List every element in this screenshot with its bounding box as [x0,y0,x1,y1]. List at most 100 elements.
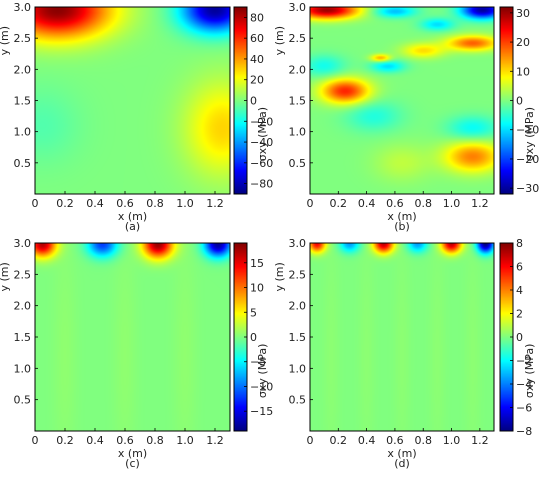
colorbar-tick-label: −20 [516,153,539,166]
y-tick-label: 2.5 [14,32,32,45]
x-tick-label: 0 [307,197,314,210]
colorbar-tick-label: −8 [516,425,532,438]
colorbar-tick-label: −30 [516,182,539,195]
colorbar-tick-label: 0 [250,95,257,108]
colorbar-tick-label: 0 [250,331,257,344]
x-axis-label: x (m) [387,210,416,223]
colorbar-tick-label: −10 [516,124,539,137]
x-tick-label: 1.0 [176,434,194,447]
colorbar-tick-label: −80 [250,178,273,191]
panel-1: 0 0.2 0.4 0.6 0.8 1.0 1.2 0.5 1.0 1.5 2.0 2.5 3.0 x (… [0,1,273,233]
colorbar [500,7,513,194]
y-tick-label: 2.0 [14,63,32,76]
heatmap-field [310,7,494,194]
y-tick-label: 1.0 [289,126,307,139]
x-tick-label: 1.2 [206,197,224,210]
colorbar-label: σxy (MPa) [523,344,536,398]
panel-3: 0 0.2 0.4 0.6 0.8 1.0 1.2 0.5 1.0 1.5 2.0 2.5 3.0 x (… [0,237,273,470]
panel-caption: (b) [394,220,410,233]
y-axis-label: y (m) [0,26,11,55]
x-tick-label: 0.4 [86,434,104,447]
x-tick-label: 0.6 [386,434,404,447]
colorbar-tick-label: −60 [250,157,273,170]
x-tick-label: 1.0 [443,197,461,210]
y-axis-label: y (m) [273,262,286,291]
colorbar-tick-label: 2 [516,308,523,321]
colorbar-tick-label: 80 [250,11,264,24]
colorbar-tick-label: 10 [516,65,530,78]
x-tick-label: 0 [32,434,39,447]
colorbar-label: σxy (MPa) [256,344,269,398]
x-tick-label: 0.8 [146,197,164,210]
x-tick-label: 1.2 [206,434,224,447]
y-tick-label: 0.5 [14,394,32,407]
colorbar [234,243,247,431]
colorbar-tick-label: 5 [250,306,257,319]
x-tick-label: 0.6 [386,197,404,210]
heatmap-field [310,243,494,431]
panel-caption: (c) [125,457,140,470]
colorbar-tick-label: −15 [250,405,273,418]
y-tick-label: 2.5 [289,32,307,45]
x-tick-label: 0.4 [358,434,376,447]
colorbar-tick-label: −20 [250,115,273,128]
colorbar [234,7,247,194]
panel-caption: (a) [125,220,140,233]
x-tick-label: 0 [32,197,39,210]
colorbar-tick-label: 30 [516,7,530,20]
colorbar-tick-label: 4 [516,284,523,297]
y-axis-label: y (m) [273,26,286,55]
panel-caption: (d) [394,457,410,470]
colorbar-tick-label: 6 [516,261,523,274]
colorbar-tick-label: 20 [516,36,530,49]
x-tick-label: 0.4 [358,197,376,210]
x-tick-label: 0.2 [56,434,74,447]
colorbar-tick-label: −4 [516,378,532,391]
y-tick-label: 3.0 [289,1,307,14]
y-tick-label: 0.5 [289,394,307,407]
x-tick-label: 0.2 [330,434,348,447]
colorbar-tick-label: 15 [250,257,264,270]
y-tick-label: 3.0 [289,237,307,250]
x-tick-label: 1.0 [176,197,194,210]
x-tick-label: 1.0 [443,434,461,447]
x-axis-label: x (m) [118,447,147,460]
x-tick-label: 0.6 [116,197,134,210]
x-tick-label: 0.2 [330,197,348,210]
x-tick-label: 1.2 [471,197,489,210]
y-tick-label: 0.5 [289,157,307,170]
colorbar-tick-label: 40 [250,53,264,66]
y-tick-label: 3.0 [14,1,32,14]
y-axis-label: y (m) [0,262,11,291]
y-tick-label: 1.0 [289,362,307,375]
y-tick-label: 1.5 [14,331,32,344]
y-tick-label: 2.5 [289,268,307,281]
colorbar-tick-label: 60 [250,32,264,45]
colorbar-label: σxy (MPa) [523,107,536,161]
colorbar-tick-label: 8 [516,237,523,250]
y-tick-label: 1.0 [14,126,32,139]
x-tick-label: 1.2 [471,434,489,447]
x-axis-label: x (m) [118,210,147,223]
colorbar [500,243,513,431]
heatmap-field [35,7,230,194]
colorbar-tick-label: 0 [516,331,523,344]
colorbar-tick-label: 20 [250,74,264,87]
y-tick-label: 2.0 [14,300,32,313]
x-tick-label: 0.4 [86,197,104,210]
colorbar-tick-label: −6 [516,402,532,415]
x-tick-label: 0.2 [56,197,74,210]
colorbar-tick-label: 0 [516,95,523,108]
y-tick-label: 1.5 [289,331,307,344]
heatmap-field [35,243,230,431]
y-tick-label: 2.0 [289,300,307,313]
x-tick-label: 0.8 [146,434,164,447]
panel-2: 0 0.2 0.4 0.6 0.8 1.0 1.2 0.5 1.0 1.5 2.0 2.5 3.0 x (… [273,1,539,233]
colorbar-tick-label: −10 [250,380,273,393]
x-tick-label: 0.8 [414,197,432,210]
colorbar-tick-label: 10 [250,282,264,295]
x-tick-label: 0.6 [116,434,134,447]
colorbar-label: σxy (MPa) [256,107,269,161]
y-tick-label: 0.5 [14,157,32,170]
